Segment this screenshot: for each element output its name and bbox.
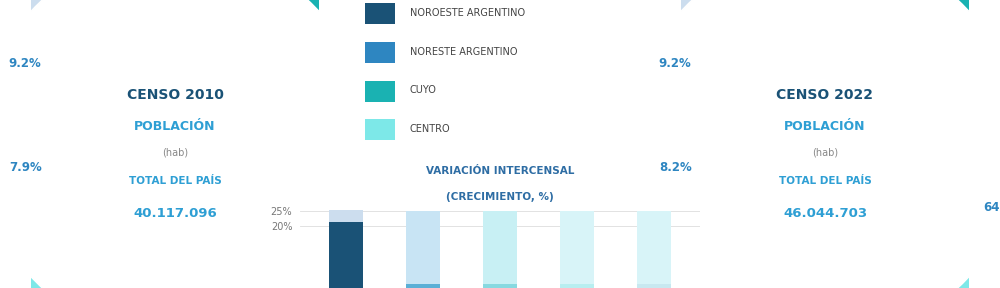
Text: CENTRO: CENTRO xyxy=(410,124,451,134)
Text: (hab): (hab) xyxy=(162,148,188,158)
Bar xyxy=(637,284,671,288)
Text: TOTAL DEL PAÍS: TOTAL DEL PAÍS xyxy=(129,177,221,186)
Text: NOROESTE ARGENTINO: NOROESTE ARGENTINO xyxy=(410,8,525,18)
Bar xyxy=(560,284,594,288)
Wedge shape xyxy=(957,0,1000,84)
Text: CUYO: CUYO xyxy=(410,85,437,95)
Text: (CRECIMIENTO, %): (CRECIMIENTO, %) xyxy=(446,192,554,202)
Bar xyxy=(365,81,395,102)
Text: (hab): (hab) xyxy=(812,148,838,158)
Text: 9.2%: 9.2% xyxy=(659,57,692,70)
Text: CENSO 2022: CENSO 2022 xyxy=(776,88,874,102)
Text: 9.2%: 9.2% xyxy=(9,57,42,70)
Text: NORESTE ARGENTINO: NORESTE ARGENTINO xyxy=(410,47,518,57)
Bar xyxy=(637,211,671,284)
Wedge shape xyxy=(586,0,825,35)
Text: TOTAL DEL PAÍS: TOTAL DEL PAÍS xyxy=(779,177,871,186)
Text: 40.117.096: 40.117.096 xyxy=(133,206,217,220)
Wedge shape xyxy=(0,0,175,29)
Bar xyxy=(365,42,395,63)
Text: CENSO 2010: CENSO 2010 xyxy=(127,88,223,102)
Text: 64.4%: 64.4% xyxy=(983,201,1000,214)
Text: 65.4%: 65.4% xyxy=(333,201,374,214)
Wedge shape xyxy=(0,0,463,288)
Text: 46.044.703: 46.044.703 xyxy=(783,206,867,220)
Wedge shape xyxy=(306,0,447,79)
Bar xyxy=(406,284,440,288)
Text: POBLACIÓN: POBLACIÓN xyxy=(784,120,866,133)
Bar xyxy=(483,211,517,284)
Bar xyxy=(365,3,395,24)
Bar xyxy=(560,211,594,284)
Bar xyxy=(329,210,363,222)
Bar xyxy=(406,211,440,284)
Bar xyxy=(329,222,363,288)
Text: POBLACIÓN: POBLACIÓN xyxy=(134,120,216,133)
Text: 8.2%: 8.2% xyxy=(659,160,692,174)
Bar xyxy=(365,119,395,140)
Text: 7.9%: 7.9% xyxy=(9,160,42,174)
Bar xyxy=(483,284,517,288)
Text: VARIACIÓN INTERCENSAL: VARIACIÓN INTERCENSAL xyxy=(426,166,574,176)
Wedge shape xyxy=(537,0,1000,288)
